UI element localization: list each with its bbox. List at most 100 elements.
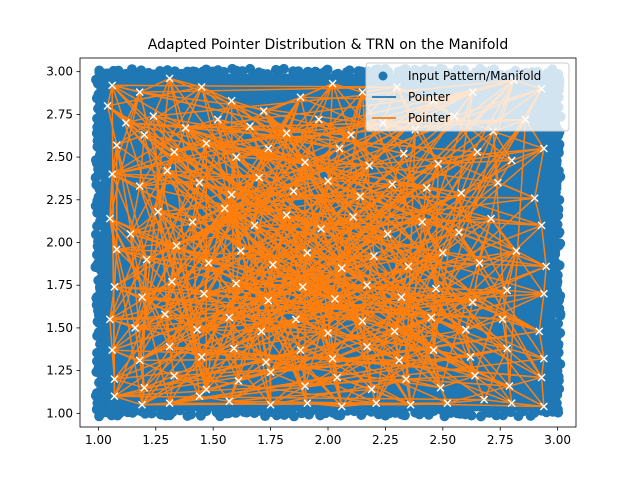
trn-edge <box>269 319 297 373</box>
trn-edge <box>143 100 435 389</box>
trn-edge <box>129 151 175 235</box>
pointer-marker-stroke <box>291 315 300 324</box>
pointer-marker <box>188 218 197 226</box>
pointer-marker-stroke <box>427 313 436 322</box>
y-tick-label: 2.75 <box>46 107 73 121</box>
pointer-marker-stroke <box>257 327 266 336</box>
pointer-marker <box>429 346 438 355</box>
pointer-marker-stroke <box>369 252 378 261</box>
pointer-marker-stroke <box>402 375 411 384</box>
pointer-marker-stroke <box>454 228 463 237</box>
trn-edge <box>543 266 547 294</box>
pointer-marker-stroke <box>266 368 275 377</box>
trn-edge <box>116 86 203 146</box>
trn-edge <box>114 395 485 401</box>
pointer-marker-stroke <box>236 247 245 256</box>
trn-edge <box>341 267 368 347</box>
pointer-marker <box>121 118 130 127</box>
pointer-marker-stroke <box>346 130 355 139</box>
pointer-marker <box>264 144 273 153</box>
pointer-marker <box>356 192 365 201</box>
manifold-point <box>185 409 196 420</box>
pointer-marker <box>328 79 337 88</box>
manifold-point <box>95 265 106 276</box>
trn-edge <box>113 249 118 287</box>
pointer-marker <box>227 190 236 199</box>
trn-edge <box>375 129 417 404</box>
trn-edge <box>176 190 294 247</box>
trn-edge <box>173 375 207 391</box>
pointer-marker-stroke <box>383 229 392 238</box>
trn-edge <box>293 180 329 192</box>
pointer-marker <box>542 262 551 271</box>
pointer-marker <box>395 356 404 365</box>
pointer-marker <box>291 315 300 324</box>
trn-edge <box>152 116 171 347</box>
pointer-marker <box>110 392 119 401</box>
trn-edge <box>141 296 171 404</box>
pointer-marker-stroke <box>358 88 367 97</box>
pointer-marker-stroke <box>356 192 365 201</box>
trn-edge <box>405 379 412 405</box>
trn-edge <box>321 217 492 230</box>
pointer-marker <box>422 183 431 192</box>
pointer-marker <box>195 178 204 187</box>
pointer-marker-stroke <box>461 325 470 334</box>
y-tick-label: 1.00 <box>46 406 73 420</box>
pointer-marker-stroke <box>170 371 179 380</box>
pointer-marker <box>108 81 117 90</box>
pointer-marker-stroke <box>167 277 176 286</box>
pointer-marker <box>390 327 399 336</box>
trn-edge <box>185 127 492 220</box>
trn-edge <box>116 144 148 260</box>
trn-edge <box>484 398 512 404</box>
trn-edge <box>198 214 288 397</box>
trn-edge <box>304 162 338 378</box>
trn-edge <box>438 151 478 165</box>
trn-edge <box>166 170 373 390</box>
pointer-marker-stroke <box>282 211 291 220</box>
pointer-marker-stroke <box>539 354 548 363</box>
pointer-marker <box>289 187 298 196</box>
legend: Input Pattern/Manifold Pointer Pointer <box>365 62 570 132</box>
pointer-marker <box>202 385 211 394</box>
pointer-marker-stroke <box>105 315 114 324</box>
pointer-marker <box>172 241 181 250</box>
trn-edge <box>157 211 508 350</box>
pointer-marker <box>363 342 372 351</box>
trn-edge <box>501 318 543 378</box>
trn-edge <box>260 165 370 332</box>
pointer-marker-stroke <box>112 141 121 150</box>
pointer-marker <box>126 229 135 238</box>
pointer-marker <box>539 402 548 411</box>
pointer-marker-stroke <box>266 400 275 409</box>
pointer-marker <box>108 346 117 355</box>
manifold-point <box>92 249 103 260</box>
pointer-marker <box>181 124 190 133</box>
pointer-marker-stroke <box>503 286 512 295</box>
trn-edge <box>469 356 476 376</box>
pointer-marker-stroke <box>108 170 117 179</box>
manifold-point <box>466 410 477 421</box>
pointer-marker-stroke <box>349 212 358 221</box>
pointer-marker-stroke <box>487 214 496 223</box>
manifold-point <box>278 63 289 74</box>
pointer-marker-stroke <box>202 139 211 148</box>
trn-edge <box>407 147 545 267</box>
trn-edge <box>439 387 449 404</box>
pointer-marker <box>160 310 169 319</box>
pointer-marker-stroke <box>505 382 514 390</box>
pointer-marker <box>397 293 406 302</box>
pointer-marker-stroke <box>103 101 112 110</box>
trn-edge <box>107 105 471 358</box>
pointer-marker-stroke <box>197 352 206 361</box>
pointer-marker-stroke <box>406 400 415 409</box>
pointer-marker <box>301 158 310 167</box>
trn-edge <box>112 84 397 88</box>
manifold-point <box>92 221 103 232</box>
trn-edge <box>109 281 173 321</box>
trn-edge <box>421 187 428 223</box>
pointer-marker <box>493 178 502 187</box>
manifold-point <box>279 410 290 421</box>
pointer-marker-stroke <box>303 248 312 257</box>
